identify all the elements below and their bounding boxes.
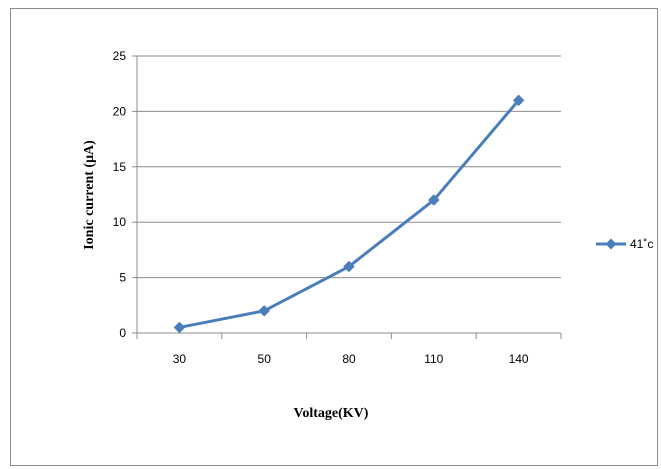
y-axis-title: Ionic current (μA) xyxy=(82,140,97,250)
x-axis-title: Voltage(KV) xyxy=(294,406,369,421)
y-axis-ticks: 0 5 10 15 20 25 xyxy=(113,49,137,340)
chart-area xyxy=(10,8,658,466)
y-tick-label: 20 xyxy=(113,104,127,118)
y-tick-label: 10 xyxy=(113,215,127,229)
x-tick-label: 30 xyxy=(173,352,187,366)
gridlines xyxy=(137,55,561,279)
y-tick-label: 0 xyxy=(119,326,126,340)
data-point-marker xyxy=(427,194,440,206)
data-point-marker xyxy=(343,260,355,273)
data-point-marker xyxy=(173,321,186,334)
legend-series-marker xyxy=(605,238,617,250)
series-layer xyxy=(173,94,525,334)
x-tick-label: 140 xyxy=(509,352,529,366)
series-line xyxy=(179,99,520,329)
legend: 41˚c xyxy=(596,237,653,251)
y-tick-label: 25 xyxy=(113,49,127,63)
x-axis-ticks: 30 50 80 110 140 xyxy=(136,333,562,366)
x-tick-label: 50 xyxy=(258,352,272,366)
axes xyxy=(136,56,561,334)
legend-series-label: 41˚c xyxy=(630,237,653,251)
y-tick-label: 5 xyxy=(119,271,126,285)
x-tick-label: 80 xyxy=(342,352,356,366)
data-point-marker xyxy=(258,304,271,317)
data-point-marker xyxy=(512,94,525,107)
x-tick-label: 110 xyxy=(424,352,443,366)
y-tick-label: 15 xyxy=(113,160,127,174)
